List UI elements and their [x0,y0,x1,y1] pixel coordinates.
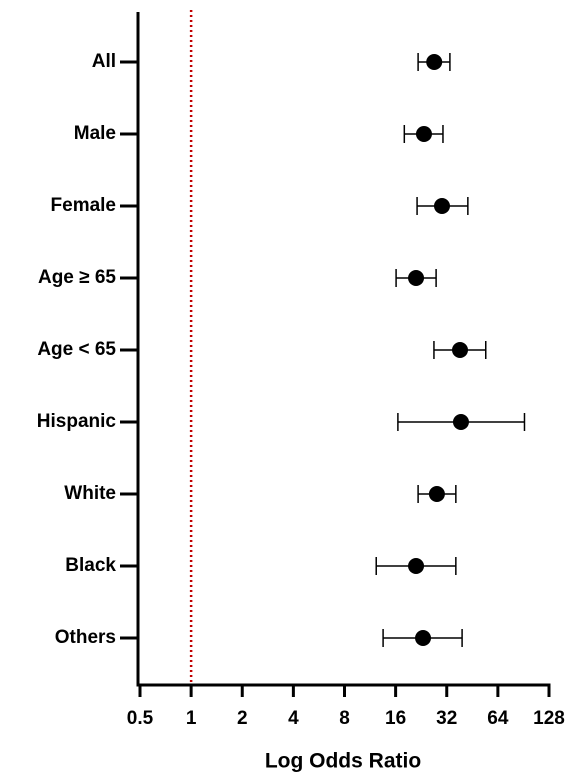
x-tick-label: 2 [237,708,248,729]
point [426,54,443,70]
y-tick-label: Age ≥ 65 [38,267,116,288]
point [452,342,469,358]
x-tick-label: 1 [186,708,197,729]
x-tick-label: 128 [533,708,565,729]
point [433,198,450,214]
x-tick-label: 64 [487,708,509,729]
y-tick-label: Age < 65 [37,339,116,360]
x-axis-title: Log Odds Ratio [265,750,421,773]
point [452,414,469,430]
x-tick-label: 8 [339,708,350,729]
y-tick-label: White [64,483,116,504]
y-tick-label: Others [55,627,116,648]
point [408,558,425,574]
y-tick-label: Black [65,555,116,576]
y-tick-label: Male [74,123,116,144]
x-tick-label: 16 [385,708,406,729]
y-tick-label: All [92,51,116,72]
y-tick-label: Female [51,195,116,216]
x-tick-label: 32 [436,708,457,729]
point [415,126,432,142]
x-tick-label: 0.5 [127,708,154,729]
point [415,630,432,646]
point [428,486,445,502]
x-tick-label: 4 [288,708,299,729]
y-tick-label: Hispanic [37,411,117,432]
point [408,270,425,286]
